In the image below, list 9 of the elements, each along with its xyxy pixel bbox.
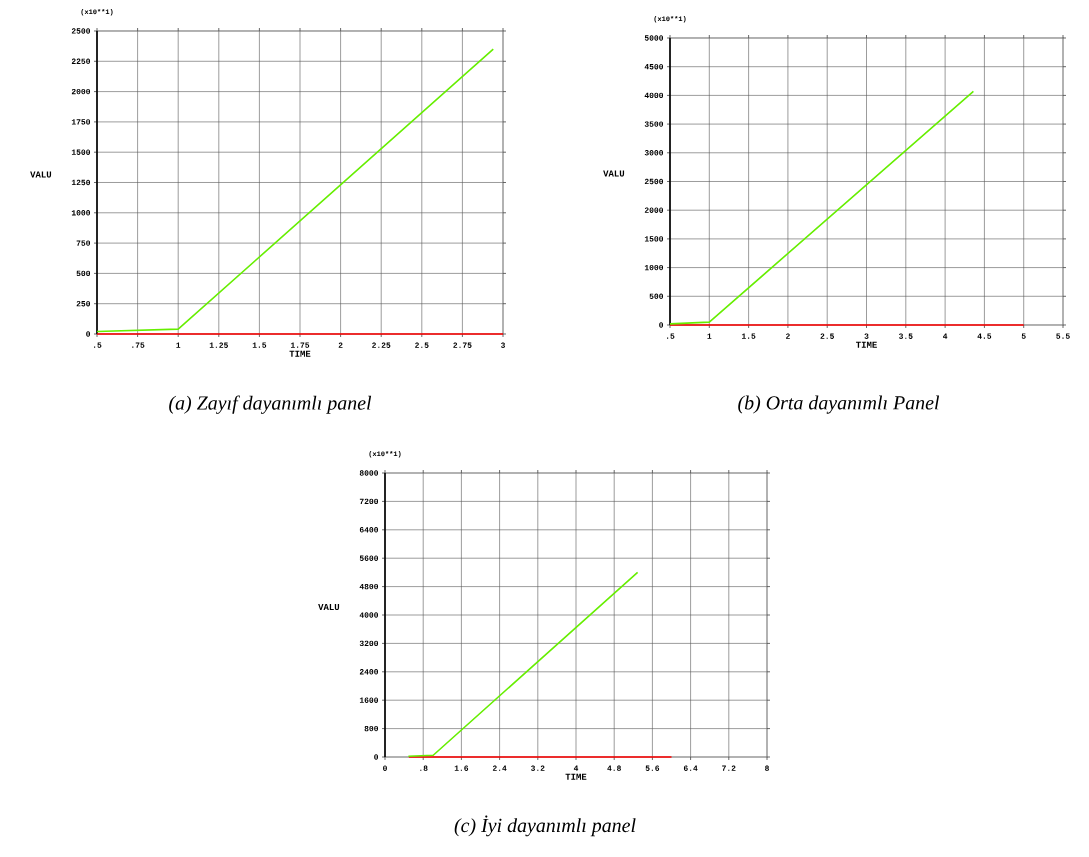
text: (a) Zayıf dayanımlı panel <box>169 395 372 414</box>
x-axis-title: TIME <box>565 773 587 780</box>
y-axis-title: VALU <box>30 171 52 178</box>
x-axis-title: TIME <box>856 341 877 348</box>
x-axis-title: TIME <box>289 350 311 357</box>
text: (b) Orta dayanımlı Panel <box>738 395 940 414</box>
y-axis-title: VALU <box>318 604 340 611</box>
y-axis-title: VALU <box>603 170 625 177</box>
text: (c) İyi dayanımlı panel <box>454 815 636 837</box>
